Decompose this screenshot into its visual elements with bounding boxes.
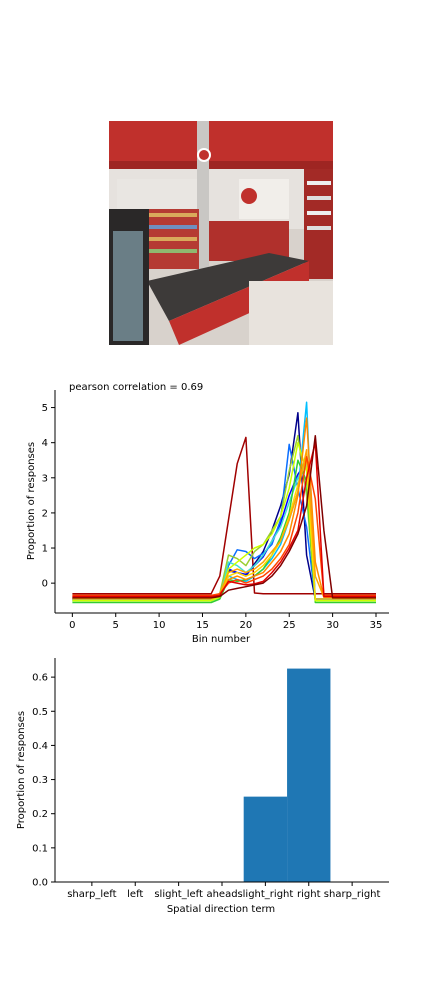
y-tick-label: 0.3: [32, 775, 48, 786]
y-tick-label: 3: [42, 473, 48, 484]
bar-chart-x-ticks: sharp_left left slight_left ahead slight_rig…: [67, 882, 381, 900]
bar-chart-y-ticks: 0.0 0.1 0.2 0.3 0.4 0.5 0.6: [32, 673, 55, 889]
x-tick-label: ahead: [206, 889, 237, 900]
line-series-group: [72, 401, 376, 604]
x-tick-label: 35: [370, 620, 383, 631]
y-tick-label: 0: [42, 579, 48, 590]
line-series-10: [72, 448, 376, 598]
line-series-13: [72, 441, 376, 598]
x-tick-label: slight_right: [237, 889, 293, 900]
x-tick-label: 5: [113, 620, 119, 631]
bar-chart-y-label: Proportion of responses: [16, 711, 27, 829]
line-chart-x-label: Bin number: [192, 634, 251, 645]
bar-slight_right: [243, 796, 288, 882]
x-tick-label: 0: [69, 620, 75, 631]
y-tick-label: 5: [42, 403, 48, 414]
y-tick-label: 0.0: [32, 878, 48, 889]
y-tick-label: 0.1: [32, 843, 48, 854]
line-chart-y-ticks: 0 1 2 3 4 5: [42, 403, 55, 590]
line-series-0: [72, 436, 376, 595]
y-tick-label: 0.5: [32, 707, 48, 718]
y-tick-label: 2: [42, 508, 48, 519]
bar-group: [243, 668, 331, 882]
x-tick-label: sharp_left: [67, 889, 116, 900]
x-tick-label: sharp_right: [324, 889, 381, 900]
bar-chart: sharp_left left slight_left ahead slight_rig…: [16, 658, 389, 915]
x-tick-label: left: [127, 889, 143, 900]
y-tick-label: 0.6: [32, 673, 48, 684]
line-chart-title: pearson correlation = 0.69: [69, 382, 203, 393]
y-tick-label: 0.2: [32, 809, 48, 820]
y-tick-label: 1: [42, 544, 48, 555]
y-tick-label: 0.4: [32, 741, 48, 752]
line-chart-y-label: Proportion of responses: [26, 442, 37, 560]
bar-chart-x-label: Spatial direction term: [167, 904, 275, 915]
line-chart: 0 5 10 15 20 25 30 35 0 1 2 3 4 5 Bin number Proport…: [26, 390, 389, 645]
x-tick-label: slight_left: [154, 889, 203, 900]
bar-right: [287, 668, 331, 882]
line-series-11: [72, 417, 376, 598]
line-chart-x-ticks: 0 5 10 15 20 25 30 35: [69, 613, 382, 631]
x-tick-label: 30: [326, 620, 339, 631]
line-series-14: [72, 434, 376, 599]
x-tick-label: right: [297, 889, 321, 900]
y-tick-label: 4: [42, 438, 48, 449]
line-series-9: [72, 455, 376, 600]
x-tick-label: 10: [153, 620, 166, 631]
checkout-photo: [109, 121, 333, 345]
x-tick-label: 15: [196, 620, 209, 631]
x-tick-label: 20: [239, 620, 252, 631]
x-tick-label: 25: [283, 620, 296, 631]
